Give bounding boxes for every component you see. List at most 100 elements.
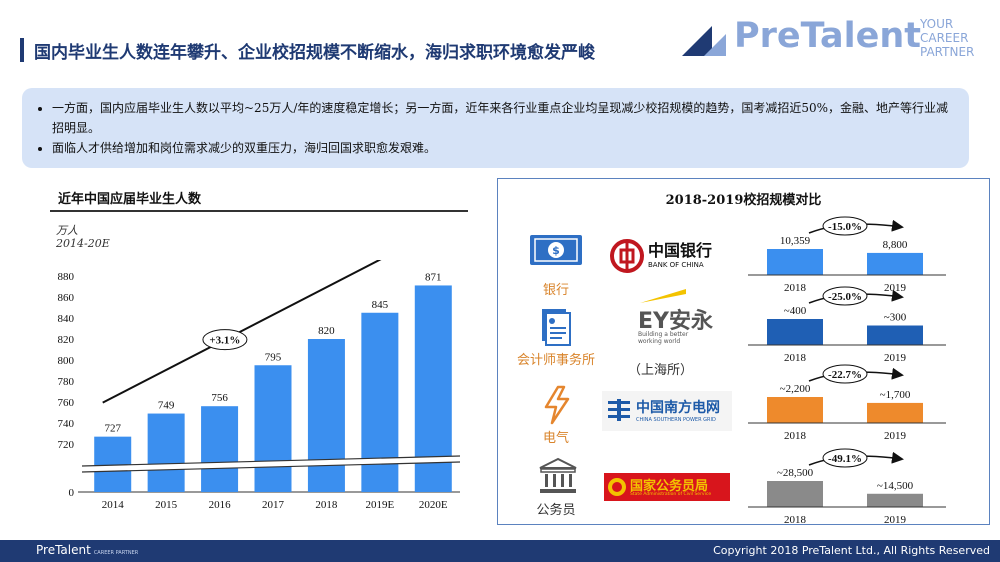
bar-value-label: 749 — [158, 400, 175, 412]
boc-logo-sub: BANK OF CHINA — [648, 261, 704, 269]
mini-bar — [767, 249, 823, 275]
hiring-comparison-panel: 2018-2019校招规模对比 $ 银行 中国银行 BANK OF CHINA … — [497, 178, 990, 525]
left-chart-rule — [50, 210, 468, 212]
mini-x-label: 2018 — [784, 430, 807, 442]
mini-bar — [867, 493, 923, 507]
ey-office-note: （上海所） — [628, 363, 694, 378]
mini-change-label: -15.0% — [828, 221, 862, 233]
y-tick-label: 820 — [58, 334, 75, 346]
document-icon — [542, 309, 571, 346]
x-tick-label: 2020E — [419, 499, 448, 511]
boc-emblem-icon — [610, 239, 644, 273]
bar-value-label: 795 — [265, 351, 282, 363]
mini-change-badge — [822, 364, 868, 384]
summary-bullet: 一方面，国内应届毕业生人数以平均~25万人/年的速度稳定增长；另一方面，近年来各… — [52, 98, 955, 138]
lightning-icon — [544, 385, 570, 425]
x-tick-label: 2019E — [365, 499, 394, 511]
mini-bar — [767, 319, 823, 345]
logo-wordmark: PreTalent — [734, 16, 922, 56]
comparison-title: 2018-2019校招规模对比 — [665, 193, 822, 208]
mini-bar — [867, 402, 923, 423]
footer-bar: PreTalent CAREER PARTNER Copyright 2018 P… — [0, 540, 1000, 562]
mini-change-badge — [822, 216, 868, 236]
bar — [254, 365, 292, 492]
footer-logo: PreTalent CAREER PARTNER — [36, 543, 139, 557]
svg-text:$: $ — [552, 244, 560, 257]
boc-logo-text: 中国银行 — [648, 241, 713, 260]
bar — [147, 413, 185, 492]
bar-value-label: 756 — [211, 392, 228, 404]
civil-service-logo-sub: State Administration of Civil Service — [630, 492, 712, 497]
mini-bar — [767, 397, 823, 423]
y-tick-label: 0 — [69, 487, 75, 499]
y-tick-label: 760 — [58, 397, 75, 409]
cagr-label: +3.1% — [209, 335, 240, 347]
y-tick-label: 880 — [58, 271, 75, 283]
x-tick-label: 2015 — [155, 499, 178, 511]
bar-value-label: 871 — [425, 271, 442, 283]
row-label-accounting: 会计师事务所 — [516, 353, 595, 368]
y-tick-label: 840 — [58, 313, 75, 325]
mini-bar-value: 10,359 — [780, 235, 811, 247]
mini-x-label: 2018 — [784, 282, 807, 294]
slide-title: 国内毕业生人数连年攀升、企业校招规模不断缩水，海归求职环境愈发严峻 — [34, 43, 595, 63]
ey-logo: EY安永 Building a better working world — [638, 289, 718, 349]
national-emblem-icon — [608, 478, 626, 496]
mini-x-label: 2019 — [884, 514, 907, 524]
mini-bar — [767, 481, 823, 507]
bar-value-label: 845 — [372, 299, 389, 311]
mini-bar-value: ~300 — [884, 312, 907, 324]
mini-chart: ~400 2018 ~300 2019 -25.0% — [748, 286, 946, 364]
mini-x-label: 2018 — [784, 352, 807, 364]
mini-change-label: -49.1% — [828, 453, 862, 465]
money-icon: $ — [530, 235, 582, 265]
summary-box: 一方面，国内应届毕业生人数以平均~25万人/年的速度稳定增长；另一方面，近年来各… — [22, 88, 969, 168]
mini-x-label: 2019 — [884, 282, 907, 294]
mini-x-label: 2019 — [884, 352, 907, 364]
row-label-power: 电气 — [542, 431, 569, 446]
graduates-bar-chart: 880 860 840 820 800 780 760 740 720 0 727 2014 749 20… — [58, 260, 461, 511]
civil-service-logo-text: 国家公务员局 — [630, 479, 709, 494]
trend-arrow — [102, 260, 382, 404]
mini-change-label: -25.0% — [828, 291, 862, 303]
y-tick-label: 780 — [58, 376, 75, 388]
ey-logo-sub: Building a better working world — [638, 331, 689, 345]
mini-bar-value: ~400 — [784, 305, 807, 317]
mini-bar-charts: 10,359 2018 8,800 2019 -15.0% ~400 2018 ~300 201… — [748, 216, 946, 524]
civil-service-logo: 国家公务员局 State Administration of Civil Ser… — [604, 473, 730, 501]
bar — [361, 312, 399, 492]
mini-change-badge — [822, 286, 868, 306]
left-chart-title: 近年中国应届毕业生人数 — [58, 192, 202, 207]
bar — [201, 406, 239, 492]
bar-value-label: 727 — [104, 423, 121, 435]
axis-break — [81, 455, 461, 473]
mini-bar — [867, 252, 923, 275]
mini-bar-value: ~14,500 — [877, 480, 914, 492]
government-building-icon — [539, 457, 577, 493]
ey-logo-text: EY安永 — [638, 309, 713, 334]
summary-bullet: 面临人才供给增加和岗位需求减少的双重压力，海归回国求职愈发艰难。 — [52, 138, 955, 158]
x-tick-label: 2018 — [315, 499, 338, 511]
x-tick-label: 2014 — [102, 499, 125, 511]
logo-tagline: YOUR CAREER PARTNER — [920, 17, 975, 59]
x-tick-label: 2017 — [262, 499, 285, 511]
mini-chart: 10,359 2018 8,800 2019 -15.0% — [748, 216, 946, 294]
row-label-bank: 银行 — [542, 283, 569, 298]
y-tick-label: 860 — [58, 292, 75, 304]
mini-x-label: 2018 — [784, 514, 807, 524]
mini-bar — [867, 325, 923, 345]
bar-value-label: 820 — [318, 325, 335, 337]
x-tick-label: 2016 — [209, 499, 232, 511]
cagr-badge — [202, 329, 248, 351]
csg-logo-sub: CHINA SOUTHERN POWER GRID — [636, 417, 716, 423]
y-tick-label: 740 — [58, 418, 75, 430]
mini-chart: ~2,200 2018 ~1,700 2019 -22.7% — [748, 364, 946, 442]
csg-logo: 中国南方电网 CHINA SOUTHERN POWER GRID — [602, 391, 732, 431]
chart-unit: 万人 — [56, 224, 78, 237]
title-accent-bar — [20, 38, 24, 62]
y-tick-label: 720 — [58, 439, 75, 451]
csg-logo-text: 中国南方电网 — [636, 400, 720, 416]
footer-copyright: Copyright 2018 PreTalent Ltd., All Right… — [713, 544, 990, 557]
mini-bar-value: ~1,700 — [880, 389, 911, 401]
mini-bar-value: ~28,500 — [777, 467, 814, 479]
